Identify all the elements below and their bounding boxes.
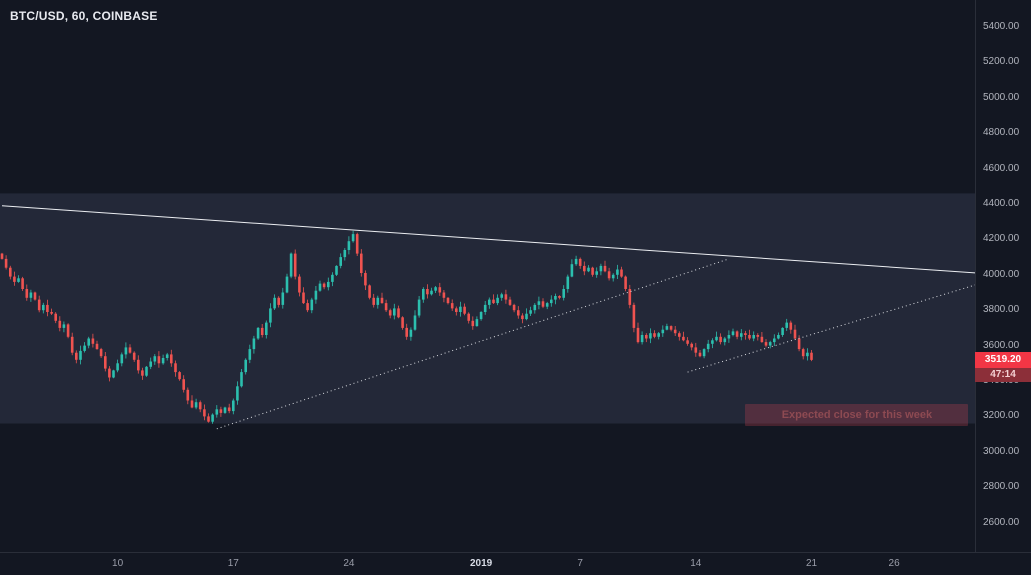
price-axis-label: 3800.00: [983, 304, 1020, 316]
bar-countdown-tag: 47:14: [975, 367, 1031, 382]
time-axis-label: 2019: [469, 558, 493, 569]
time-axis-label: 17: [227, 558, 239, 569]
expected-close-annotation[interactable]: Expected close for this week: [745, 403, 969, 426]
last-price-tag: 3519.20: [975, 351, 1031, 368]
price-axis-label: 5200.00: [983, 56, 1020, 68]
time-axis-label: 14: [690, 558, 702, 569]
time-axis-label: 21: [805, 558, 818, 569]
price-axis-label: 5400.00: [983, 21, 1020, 32]
time-axis-label: 10: [112, 558, 124, 569]
price-axis-label: 5000.00: [983, 91, 1020, 103]
time-axis-label: 7: [577, 558, 583, 569]
price-axis-label: 4000.00: [983, 268, 1020, 280]
descending-resistance-line[interactable]: [1, 205, 975, 274]
price-axis-label: 2600.00: [983, 516, 1020, 528]
price-axis-label: 4800.00: [983, 127, 1020, 139]
price-axis-label: 3000.00: [983, 445, 1020, 457]
price-axis-label: 3600.00: [983, 339, 1020, 351]
price-chart-canvas[interactable]: [0, 0, 975, 552]
highlight-band: [0, 193, 975, 424]
price-axis-label: 4200.00: [983, 233, 1020, 245]
chart-pane[interactable]: Expected close for this week: [0, 0, 975, 552]
price-axis-label: 3200.00: [983, 410, 1020, 422]
price-axis[interactable]: 5400.00 5200.00 5000.00 4800.00 4600.00 4400.…: [975, 0, 1031, 552]
time-axis[interactable]: 10 17 24 2019 7 14 21 26: [0, 552, 1031, 575]
price-axis-label: 4400.00: [983, 198, 1020, 209]
symbol-legend[interactable]: BTC/USD, 60, COINBASE: [10, 9, 158, 23]
time-axis-label: 26: [888, 558, 900, 569]
price-axis-label: 4600.00: [983, 162, 1020, 174]
price-axis-label: 2800.00: [983, 481, 1020, 493]
time-axis-label: 24: [343, 558, 355, 569]
candles-layer: [0, 230, 813, 424]
